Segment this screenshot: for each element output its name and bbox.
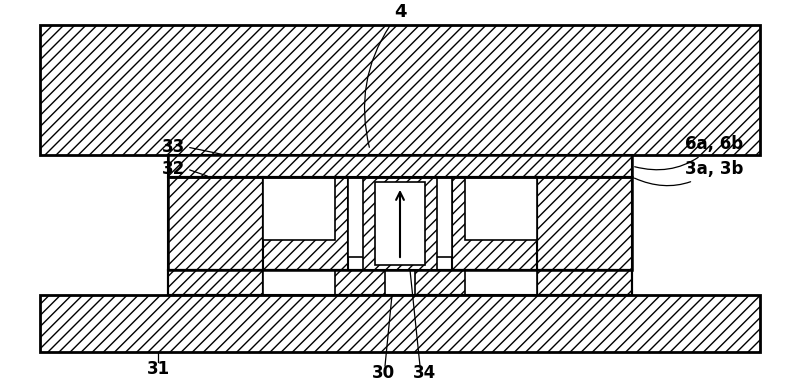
Text: 32: 32 [162,160,185,178]
Text: 30: 30 [371,364,394,382]
Text: 34: 34 [414,364,437,382]
Bar [452,177,537,270]
Bar [385,270,415,295]
Bar [465,270,537,295]
Text: 31: 31 [146,360,170,378]
Bar [168,270,263,295]
Bar [168,177,263,270]
Bar [40,295,760,352]
Bar [40,25,760,155]
Bar [263,177,335,240]
Bar [363,177,437,270]
Bar [168,270,632,295]
Text: 6a, 6b: 6a, 6b [634,135,743,170]
Bar [263,270,335,295]
Bar [168,155,632,177]
Text: 3a, 3b: 3a, 3b [634,160,743,186]
Text: 4: 4 [365,3,406,147]
Bar [465,270,537,295]
Text: 33: 33 [162,138,185,156]
Bar [348,177,452,257]
Bar [537,177,632,270]
Bar [168,177,632,270]
Bar [465,177,537,240]
Bar [263,270,537,295]
Bar [537,270,632,295]
Bar [168,155,632,177]
Bar [385,270,415,295]
Bar [375,182,425,265]
Bar [263,177,348,270]
Bar [263,270,335,295]
